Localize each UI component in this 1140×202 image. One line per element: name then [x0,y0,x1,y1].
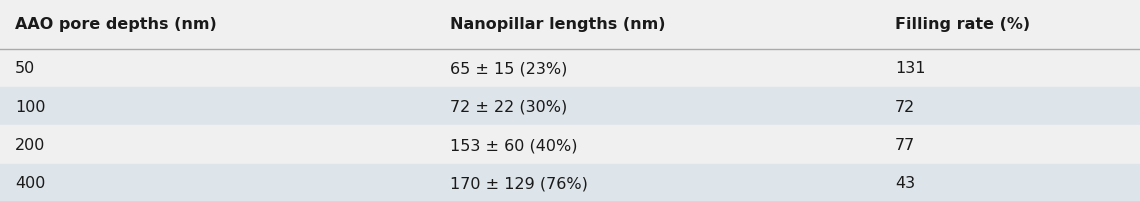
Text: 65 ± 15 (23%): 65 ± 15 (23%) [450,61,568,76]
Text: 50: 50 [15,61,35,76]
Text: 131: 131 [895,61,926,76]
Text: 200: 200 [15,137,46,152]
Text: 170 ± 129 (76%): 170 ± 129 (76%) [450,176,588,190]
Bar [0,0,1140,49]
Bar [0,49,1140,88]
Text: Nanopillar lengths (nm): Nanopillar lengths (nm) [450,17,666,32]
Bar [0,88,1140,126]
Text: 72 ± 22 (30%): 72 ± 22 (30%) [450,99,568,114]
Text: 153 ± 60 (40%): 153 ± 60 (40%) [450,137,578,152]
Text: 400: 400 [15,176,46,190]
Text: AAO pore depths (nm): AAO pore depths (nm) [15,17,217,32]
Text: 77: 77 [895,137,915,152]
Text: 43: 43 [895,176,915,190]
Bar [0,164,1140,202]
Text: 100: 100 [15,99,46,114]
Bar [0,126,1140,164]
Text: Filling rate (%): Filling rate (%) [895,17,1031,32]
Text: 72: 72 [895,99,915,114]
